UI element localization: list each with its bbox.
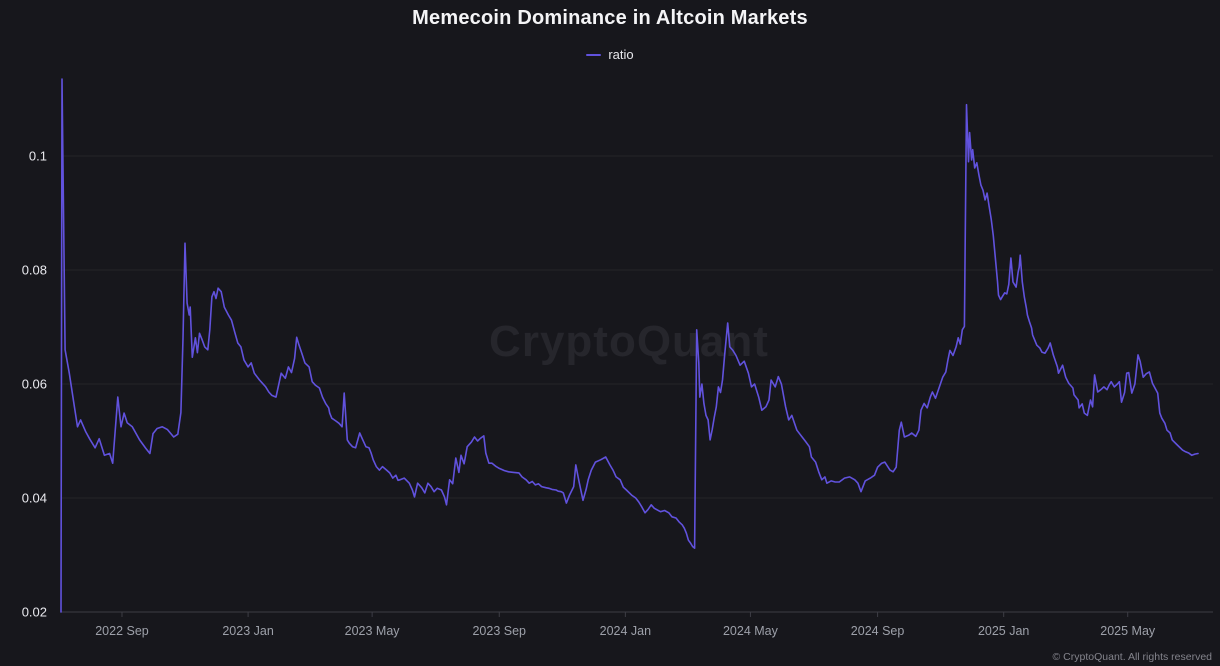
y-axis-tick-label: 0.1 [29, 149, 47, 164]
x-axis-tick-label: 2024 May [723, 624, 779, 638]
y-axis-tick-label: 0.02 [22, 605, 47, 620]
x-axis-tick-label: 2024 Sep [851, 624, 905, 638]
x-axis-tick-label: 2025 Jan [978, 624, 1029, 638]
ratio-line [60, 78, 1199, 613]
y-axis-tick-label: 0.04 [22, 491, 47, 506]
x-axis-tick-label: 2024 Jan [600, 624, 651, 638]
y-axis-tick-label: 0.08 [22, 263, 47, 278]
legend-line-swatch-icon [586, 53, 602, 56]
page-title: Memecoin Dominance in Altcoin Markets [412, 7, 808, 29]
x-axis-tick-label: 2023 May [345, 624, 401, 638]
x-axis-tick-label: 2022 Sep [95, 624, 149, 638]
y-axis-tick-label: 0.06 [22, 377, 47, 392]
copyright-footer: © CryptoQuant. All rights reserved [1052, 651, 1212, 663]
legend-label: ratio [608, 47, 634, 62]
x-axis-tick-label: 2023 Jan [222, 624, 273, 638]
legend: ratio [0, 47, 1220, 62]
x-axis-tick-label: 2025 May [1100, 624, 1156, 638]
x-axis-tick-label: 2023 Sep [472, 624, 526, 638]
